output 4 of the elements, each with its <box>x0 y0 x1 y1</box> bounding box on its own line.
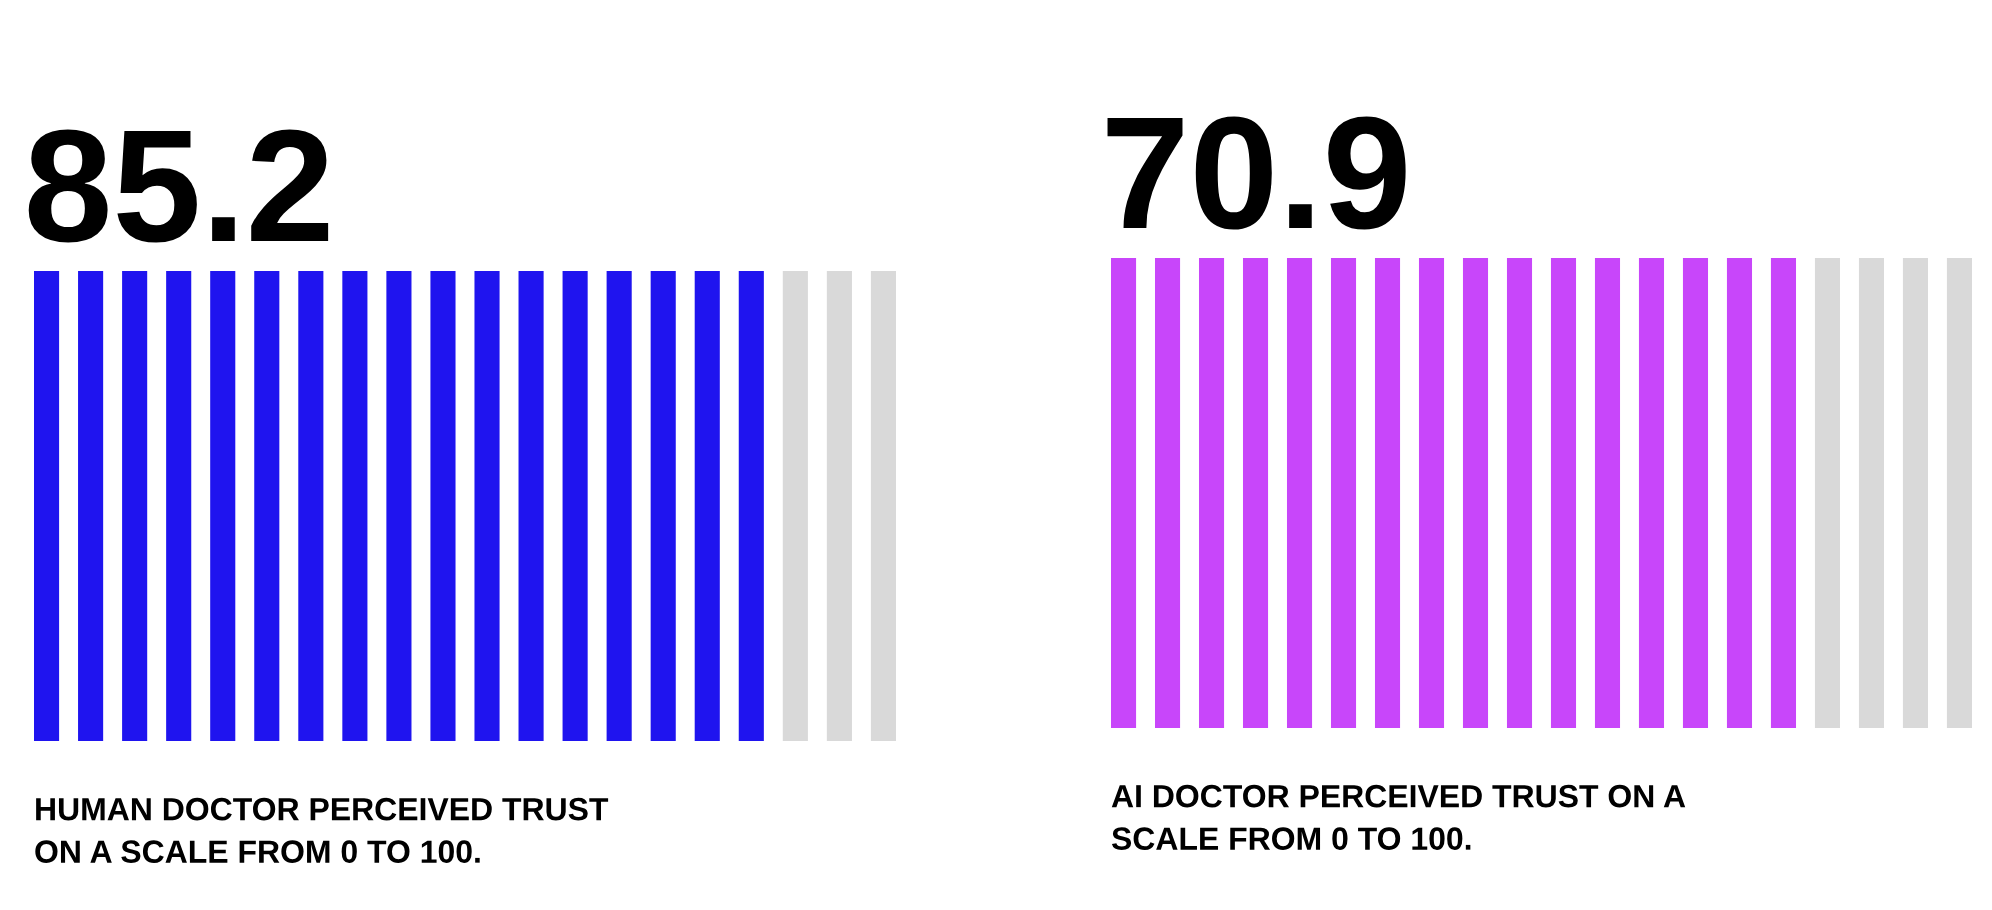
data-label: 70.9 <box>1107 116 1406 230</box>
data-label: 85.2 <box>28 129 329 243</box>
text: AI DOCTOR PERCEIVED TRUST ON A SCALE FROM 0 TO 100. <box>1111 784 1686 850</box>
text: HUMAN DOCTOR PERCEIVED TRUST ON A SCALE FROM 0 TO 100. <box>35 797 609 863</box>
